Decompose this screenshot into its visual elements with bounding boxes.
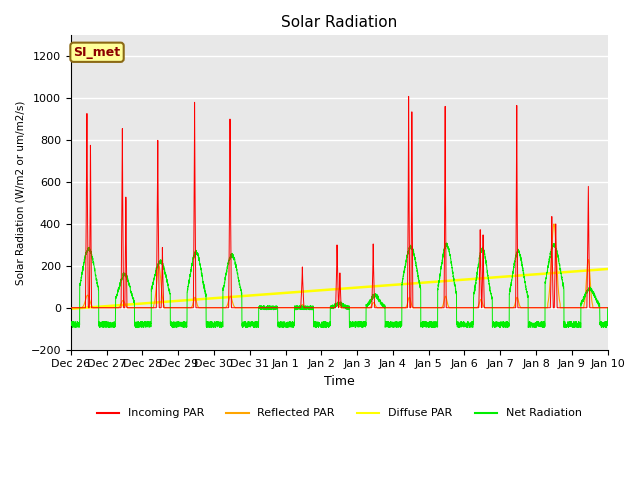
X-axis label: Time: Time: [324, 375, 355, 388]
Legend: Incoming PAR, Reflected PAR, Diffuse PAR, Net Radiation: Incoming PAR, Reflected PAR, Diffuse PAR…: [92, 404, 586, 423]
Y-axis label: Solar Radiation (W/m2 or um/m2/s): Solar Radiation (W/m2 or um/m2/s): [15, 100, 25, 285]
Text: SI_met: SI_met: [74, 46, 120, 59]
Title: Solar Radiation: Solar Radiation: [281, 15, 397, 30]
